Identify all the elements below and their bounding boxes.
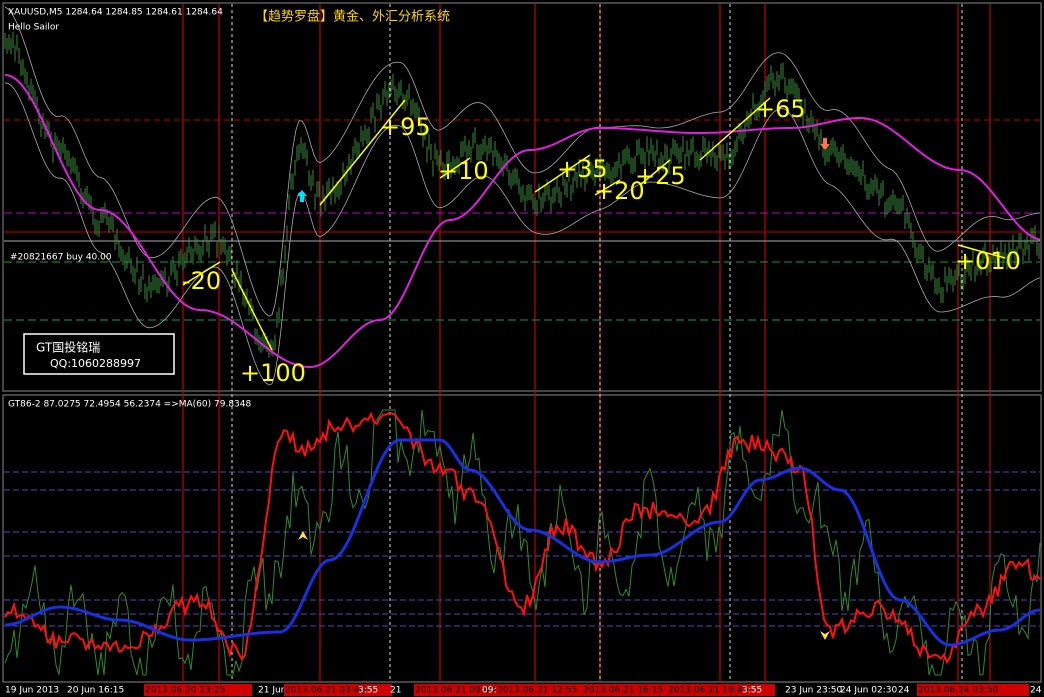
time-label: 23 Jun 23:50 [785, 686, 842, 696]
time-label: 2013.06.21 09:40 [415, 686, 496, 696]
oscillator-fast [4, 409, 1041, 676]
time-highlight [582, 684, 690, 696]
profit-annotation: +25 [635, 162, 686, 190]
time-label: 2013.06.21 19:45 [668, 686, 748, 696]
time-label: 24 Jun 02:30 [840, 686, 897, 696]
time-highlight [496, 684, 604, 696]
signal-arrow [820, 631, 830, 640]
time-label: 24 [1030, 686, 1042, 696]
time-label: 2013.06.21 03:40 [285, 686, 366, 696]
time-label: 24 [898, 686, 910, 696]
time-label: 2013.06.20 23:25 [145, 686, 225, 696]
trend-segment [439, 157, 471, 179]
trend-segment [182, 261, 221, 286]
trend-segment [231, 269, 273, 351]
symbol-info: XAUUSD,M5 1284.64 1284.85 1284.61 1284.6… [8, 8, 223, 18]
watermark-box [23, 333, 175, 375]
time-label: 21 Jun [258, 686, 286, 696]
band-lower [4, 82, 1041, 386]
time-highlight [917, 684, 1029, 696]
band-upper [4, 6, 1041, 317]
time-label: 09: [482, 686, 496, 696]
oscillator-red [4, 411, 1041, 665]
order-line-label: #20821667 buy 40.00 [10, 253, 112, 263]
oscillator-ma [4, 438, 1041, 647]
time-label: 3:55 [358, 686, 378, 696]
profit-annotation: +20 [594, 177, 645, 205]
trend-segment [699, 97, 771, 161]
profit-annotation: -20 [182, 267, 221, 295]
time-highlight [667, 684, 775, 696]
time-label: 2013.06.24 03:50 [918, 686, 999, 696]
profit-annotation: +65 [755, 95, 806, 123]
profit-annotation: +010 [955, 247, 1021, 275]
trend-segment [594, 179, 621, 196]
time-label: 21 [390, 686, 401, 696]
time-highlight [144, 684, 252, 696]
expert-name: Hello Sailor [8, 23, 59, 33]
moving-average [4, 74, 1041, 368]
time-label: 20 Jun 16:15 [67, 686, 124, 696]
profit-annotation: +10 [438, 157, 489, 185]
time-highlight [414, 684, 522, 696]
signal-arrow [820, 138, 830, 150]
time-label: 2013.06.21 12:55 [497, 686, 577, 696]
trend-segment [957, 244, 1006, 259]
watermark-name: GT国投铭瑞 [36, 340, 100, 355]
profit-annotation: +100 [240, 359, 306, 387]
trend-segment [534, 154, 591, 193]
time-label: 2013.06.21 16:15 [583, 686, 663, 696]
chart-title: 【趋势罗盘】黄金、外汇分析系统 [255, 9, 450, 25]
time-label: 3:55 [742, 686, 762, 696]
trend-segment [639, 159, 671, 186]
profit-annotation: +35 [557, 155, 608, 183]
time-highlight [284, 684, 392, 696]
signal-arrow [297, 190, 307, 202]
watermark-contact: QQ:1060288997 [50, 357, 141, 370]
trend-segment [319, 99, 406, 206]
indicator-label: GT86-2 87.0275 72.4954 56.2374 =>MA(60) … [8, 400, 252, 410]
time-label: 19 Jun 2013 [5, 686, 59, 696]
profit-annotation: +95 [380, 113, 431, 141]
signal-arrow [298, 531, 308, 540]
